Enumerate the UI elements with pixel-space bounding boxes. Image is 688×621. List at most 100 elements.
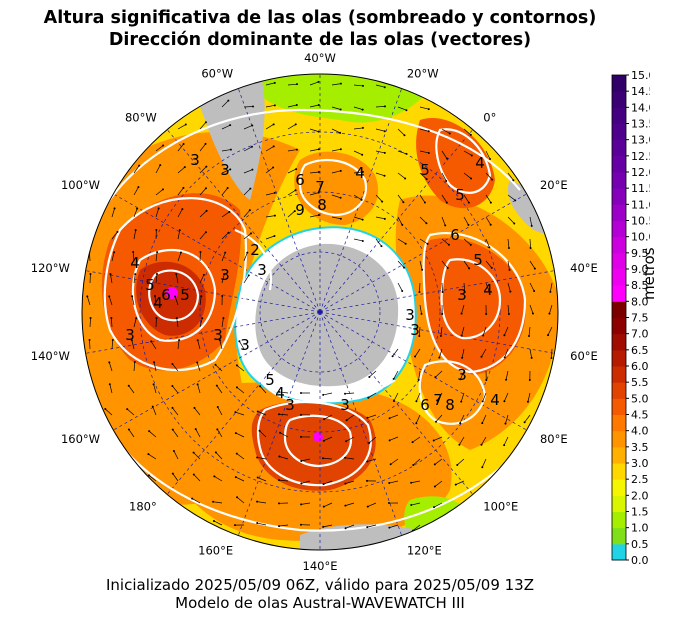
footer-line-1: Inicializado 2025/05/09 06Z, válido para… <box>106 576 534 594</box>
direction-arrow-head <box>323 418 326 421</box>
direction-arrow <box>279 413 289 416</box>
direction-arrow <box>265 167 274 174</box>
direction-arrow <box>213 520 223 526</box>
direction-arrow <box>527 392 531 402</box>
colorbar-swatch <box>612 317 626 335</box>
direction-arrow-head <box>213 475 216 478</box>
direction-arrow <box>414 348 421 357</box>
direction-arrow <box>221 124 231 130</box>
direction-arrow-head <box>251 105 254 108</box>
direction-arrow-head <box>162 144 165 147</box>
contour-label: 5 <box>473 251 483 269</box>
contour-label: 8 <box>317 196 327 214</box>
direction-arrow-head <box>480 443 483 446</box>
direction-arrow <box>148 453 157 460</box>
direction-arrow-head <box>278 390 281 393</box>
direction-arrow-head <box>490 266 493 269</box>
direction-arrow-head <box>234 524 237 527</box>
direction-arrow <box>375 238 382 247</box>
direction-arrow <box>507 282 511 292</box>
direction-arrow <box>155 274 158 284</box>
direction-arrow-head <box>171 472 174 475</box>
direction-arrow-head <box>459 422 462 425</box>
direction-arrow-head <box>391 355 394 358</box>
colorbar-swatch <box>612 236 626 254</box>
direction-arrow-head <box>108 295 111 298</box>
contour-label: 7 <box>433 391 443 409</box>
longitude-label: 0° <box>483 110 496 124</box>
direction-arrow <box>177 208 183 218</box>
direction-arrow-head <box>300 523 303 526</box>
direction-arrow-head <box>235 386 238 389</box>
direction-arrow <box>199 188 207 196</box>
direction-arrow-head <box>235 452 238 455</box>
colorbar-tick-label: 3.0 <box>631 457 649 470</box>
direction-arrow-head <box>221 295 224 298</box>
direction-arrow <box>331 194 341 199</box>
direction-arrow <box>195 428 201 438</box>
longitude-label: 20°W <box>407 66 439 80</box>
direction-arrow-head <box>388 417 391 420</box>
direction-arrow-head <box>322 505 325 508</box>
direction-arrow-head <box>251 168 254 171</box>
direction-arrow <box>331 170 341 174</box>
direction-arrow <box>193 452 201 460</box>
direction-arrow-head <box>345 419 348 422</box>
direction-arrow-head <box>317 130 320 133</box>
direction-arrow-head <box>229 168 232 171</box>
direction-arrow-head <box>204 231 207 234</box>
direction-arrow-head <box>300 460 303 463</box>
direction-arrow-head <box>127 384 130 387</box>
direction-arrow <box>463 260 470 269</box>
direction-arrow-head <box>433 485 436 488</box>
direction-arrow-head <box>222 317 225 320</box>
direction-arrow <box>265 192 275 196</box>
direction-arrow <box>463 128 472 136</box>
direction-arrow <box>441 238 450 246</box>
direction-arrow-head <box>155 317 158 320</box>
direction-arrow-head <box>229 124 232 127</box>
direction-arrow-head <box>278 525 281 528</box>
direction-arrow-head <box>300 392 302 395</box>
direction-arrow-head <box>294 123 297 126</box>
direction-arrow-head <box>229 148 232 151</box>
direction-arrow <box>279 479 289 482</box>
longitude-label: 160°E <box>198 544 233 558</box>
direction-arrow-head <box>196 361 199 364</box>
direction-arrow-head <box>88 339 91 342</box>
colorbar-tick-label: 13.0 <box>631 134 650 147</box>
direction-arrow-head <box>108 383 111 386</box>
colorbar-swatch <box>612 333 626 351</box>
map-boundary <box>81 73 559 551</box>
direction-arrow-head <box>171 384 174 387</box>
direction-arrow-head <box>491 178 494 181</box>
direction-arrow <box>529 348 532 358</box>
direction-arrow <box>265 104 275 108</box>
direction-arrow <box>375 84 385 88</box>
direction-arrow-head <box>339 217 342 220</box>
direction-arrow <box>485 216 491 225</box>
direction-arrow <box>108 362 113 372</box>
direction-arrow-head <box>439 334 442 337</box>
direction-arrow-head <box>273 104 276 107</box>
direction-arrow-head <box>278 455 281 458</box>
contour-label: 3 <box>190 151 200 169</box>
direction-arrow-head <box>488 290 491 293</box>
direction-arrow <box>507 172 514 181</box>
direction-arrow-head <box>434 376 437 379</box>
contour-label: 3 <box>220 266 230 284</box>
direction-arrow <box>215 452 223 460</box>
colorbar-tick-label: 4.0 <box>631 425 649 438</box>
direction-arrow-head <box>104 407 107 410</box>
colorbar-ticks: 0.0 0.5 1.0 1.5 2.0 2.5 3.0 3.5 4.0 4.5 5.0 5.5 6.0 6… <box>626 69 650 565</box>
direction-arrow <box>265 215 275 218</box>
direction-arrow <box>528 326 531 336</box>
direction-arrow <box>301 458 311 462</box>
direction-arrow <box>279 456 289 460</box>
colorbar-swatch <box>612 204 626 221</box>
direction-arrow <box>153 362 157 372</box>
direction-arrow-head <box>134 229 137 232</box>
direction-arrow-head <box>383 130 386 133</box>
new-zealand-land <box>178 520 192 550</box>
longitude-label: 60°W <box>201 66 233 80</box>
